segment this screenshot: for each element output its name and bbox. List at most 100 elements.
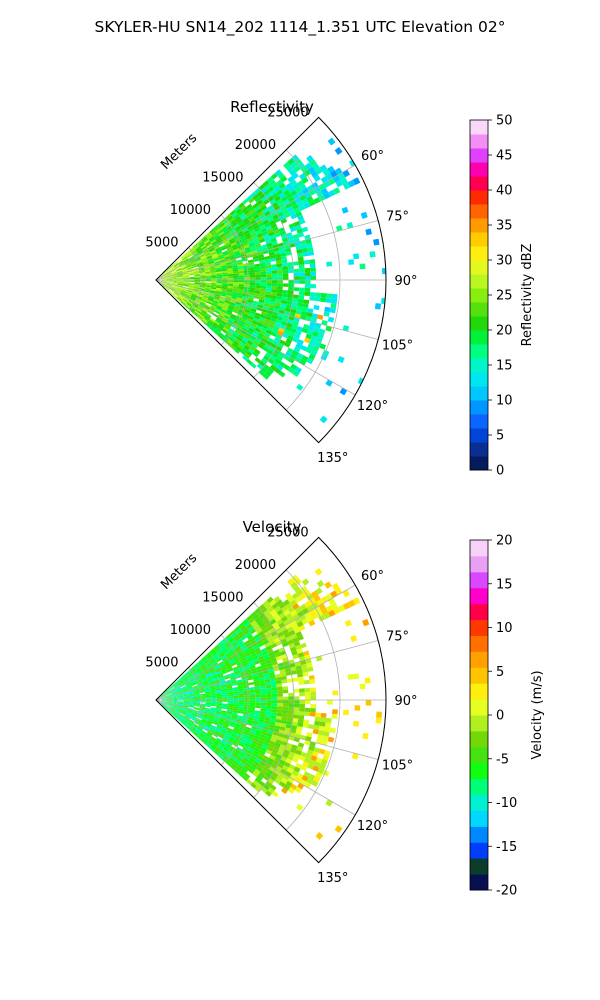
radar-gate xyxy=(221,706,228,710)
radar-gate xyxy=(303,337,311,344)
radar-gate xyxy=(212,676,219,680)
radar-gate xyxy=(225,213,232,220)
radar-gate xyxy=(266,176,274,184)
radar-gate xyxy=(208,259,214,263)
radar-gate xyxy=(188,283,195,286)
radar-gate xyxy=(264,630,271,637)
radar-gate xyxy=(291,770,299,777)
radar-gate xyxy=(231,264,238,268)
radar-gate xyxy=(283,609,291,616)
radar-gate xyxy=(177,704,183,707)
radar-gate xyxy=(245,306,252,311)
radar-gate xyxy=(265,213,273,220)
radar-gate xyxy=(227,287,233,291)
radar-gate xyxy=(279,669,286,674)
radar-gate xyxy=(274,742,281,748)
radar-gate xyxy=(221,757,228,763)
radar-gate xyxy=(214,646,221,652)
radar-gate xyxy=(189,298,195,303)
radar-gate xyxy=(260,708,267,712)
radar-gate xyxy=(184,725,190,730)
radar-gate xyxy=(246,738,253,743)
radar-gate xyxy=(205,743,211,749)
radar-gate xyxy=(197,293,204,297)
radar-gate xyxy=(188,692,195,695)
radar-gate xyxy=(272,340,279,346)
radar-gate xyxy=(210,724,217,729)
radar-gate xyxy=(160,273,165,277)
radar-gate xyxy=(254,683,260,688)
radar-gate xyxy=(188,676,195,681)
radar-gate xyxy=(182,288,188,292)
radar-gate xyxy=(175,710,181,714)
radar-gate xyxy=(301,578,310,586)
radar-gate xyxy=(172,277,178,279)
radar-gate xyxy=(197,714,203,718)
radar-gate xyxy=(198,688,205,691)
radar-gate xyxy=(280,777,288,785)
radar-gate xyxy=(255,280,261,283)
radar-gate xyxy=(296,306,303,311)
radar-gate xyxy=(234,723,241,728)
radar-gate xyxy=(252,202,259,209)
radar-gate xyxy=(293,627,301,634)
radar-gate xyxy=(254,686,261,690)
radar-gate xyxy=(240,722,247,727)
radar-gate xyxy=(305,347,313,354)
radar-gate xyxy=(301,607,309,615)
radar-gate xyxy=(273,625,281,631)
radar-gate xyxy=(186,712,192,716)
radar-gate xyxy=(257,210,265,217)
radar-gate xyxy=(190,296,196,301)
radar-gate xyxy=(178,715,184,720)
radar-gate xyxy=(271,270,278,274)
radar-gate xyxy=(214,730,220,735)
radar-gate xyxy=(193,731,199,736)
radar-gate xyxy=(221,236,228,242)
radar-gate xyxy=(286,165,294,173)
radar-gate xyxy=(193,707,200,710)
radar-gate xyxy=(259,713,266,718)
radar-gate xyxy=(199,243,206,248)
radar-gate xyxy=(231,324,238,330)
reflectivity-colorbar-label: Reflectivity dBZ xyxy=(520,244,535,347)
radar-gate xyxy=(247,299,254,304)
radar-gate xyxy=(226,683,232,687)
radar-gate xyxy=(286,347,294,354)
radar-gate xyxy=(161,281,167,284)
radar-gate xyxy=(169,687,175,691)
radar-gate xyxy=(271,276,278,280)
radar-gate xyxy=(166,277,173,279)
radar-gate xyxy=(161,277,167,279)
radar-gate xyxy=(165,690,170,694)
azimuth-spoke xyxy=(155,279,379,340)
radar-gate xyxy=(264,678,271,683)
radar-gate xyxy=(249,730,256,736)
radar-gate xyxy=(230,241,237,247)
radar-gate xyxy=(294,356,302,363)
radar-gate xyxy=(195,719,201,723)
radar-gate xyxy=(176,706,183,709)
radar-gate xyxy=(205,697,212,699)
radar-gate xyxy=(228,217,235,223)
radar-gate xyxy=(160,283,165,287)
radar-gate xyxy=(295,342,303,349)
radar-gate xyxy=(253,213,260,220)
radar-gate xyxy=(317,332,324,339)
radar-gate xyxy=(248,197,255,204)
radar-gate xyxy=(204,688,211,691)
radar-gate xyxy=(227,689,233,693)
radar-gate xyxy=(203,736,209,742)
radar-gate xyxy=(166,274,172,277)
radar-gate xyxy=(168,290,173,295)
radar-gate xyxy=(187,674,194,679)
radar-gate xyxy=(177,694,184,697)
radar-gate xyxy=(217,672,223,677)
radar-gate xyxy=(246,634,254,640)
radar-gate xyxy=(194,720,201,724)
radar-gate xyxy=(203,306,210,311)
radar-gate xyxy=(165,272,171,275)
radar-gate xyxy=(166,696,173,698)
radar-gate xyxy=(255,282,261,286)
radar-gate xyxy=(180,254,186,259)
